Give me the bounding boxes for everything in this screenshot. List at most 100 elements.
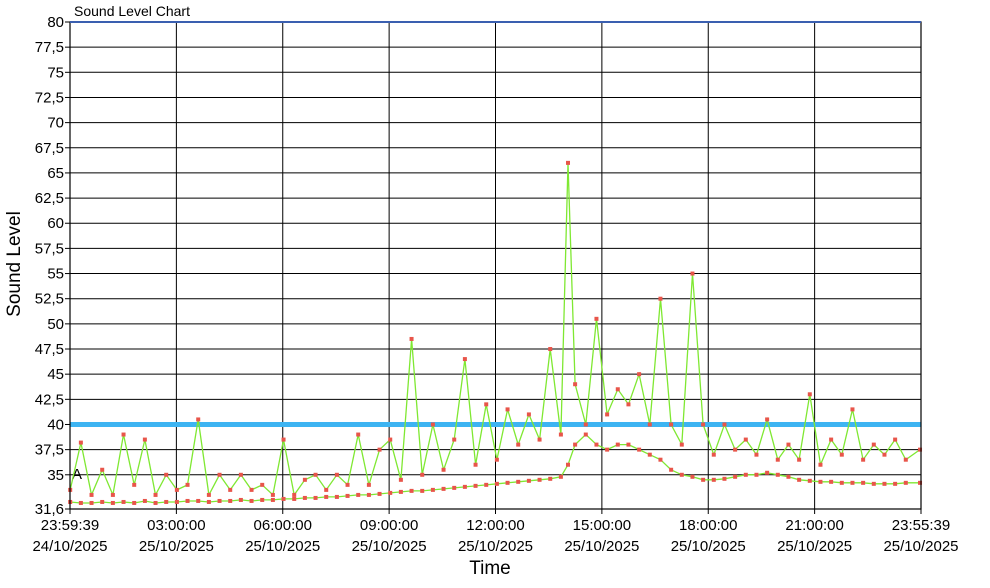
x-tick-time: 12:00:00 <box>466 517 524 534</box>
peak-marker <box>711 452 716 457</box>
level-marker <box>473 483 478 488</box>
level-marker <box>711 477 716 482</box>
x-tick-date: 25/10/2025 <box>352 538 427 555</box>
y-axis-title: Sound Level <box>4 211 25 317</box>
peak-marker <box>452 437 457 442</box>
peak-marker <box>537 437 542 442</box>
x-tick-time: 18:00:00 <box>679 517 737 534</box>
y-tick-label: 45 <box>47 366 64 383</box>
peak-marker <box>377 447 382 452</box>
peak-marker <box>409 336 414 341</box>
peak-marker <box>871 442 876 447</box>
peak-marker <box>324 487 329 492</box>
peak-marker <box>238 472 243 477</box>
y-tick-label: 75 <box>47 64 64 81</box>
peak-marker <box>558 432 563 437</box>
peak-marker <box>605 412 610 417</box>
peak-marker <box>345 482 350 487</box>
level-marker <box>679 472 684 477</box>
peak-marker <box>473 462 478 467</box>
x-axis-title: Time <box>469 558 511 579</box>
level-marker <box>89 500 94 505</box>
peak-marker <box>228 487 233 492</box>
level-marker <box>647 452 652 457</box>
level-marker <box>743 472 748 477</box>
y-tick-label: 31,6 <box>35 501 64 518</box>
y-tick-label: 62,5 <box>35 190 64 207</box>
peak-marker <box>388 437 393 442</box>
peak-marker <box>775 457 780 462</box>
level-marker <box>313 495 318 500</box>
y-tick-label: 37,5 <box>35 442 64 459</box>
peak-marker <box>669 422 674 427</box>
x-tick-time: 21:00:00 <box>785 517 843 534</box>
peak-marker <box>121 432 126 437</box>
level-marker <box>484 482 489 487</box>
x-tick-time: 03:00:00 <box>147 517 205 534</box>
x-tick-date: 25/10/2025 <box>777 538 852 555</box>
level-marker <box>807 478 812 483</box>
level-marker <box>249 498 254 503</box>
peak-marker <box>217 472 222 477</box>
x-tick-date: 25/10/2025 <box>139 538 214 555</box>
y-tick-label: 52,5 <box>35 291 64 308</box>
y-tick-label: 65 <box>47 165 64 182</box>
level-marker <box>302 495 307 500</box>
level-marker <box>637 447 642 452</box>
level-marker <box>658 457 663 462</box>
level-marker <box>494 481 499 486</box>
peak-marker <box>566 160 571 165</box>
y-tick-label: 67,5 <box>35 140 64 157</box>
level-marker <box>505 480 510 485</box>
level-marker <box>420 488 425 493</box>
peak-marker <box>722 422 727 427</box>
peak-marker <box>366 482 371 487</box>
level-marker <box>164 499 169 504</box>
level-marker <box>260 497 265 502</box>
peak-marker <box>89 492 94 497</box>
level-marker <box>452 485 457 490</box>
level-marker <box>153 500 158 505</box>
level-marker <box>185 498 190 503</box>
peak-marker <box>313 472 318 477</box>
peak-marker <box>754 452 759 457</box>
peak-marker <box>110 492 115 497</box>
peak-marker <box>505 407 510 412</box>
peak-marker <box>334 472 339 477</box>
level-marker <box>626 442 631 447</box>
level-marker <box>100 499 105 504</box>
level-marker <box>174 499 179 504</box>
level-marker <box>398 489 403 494</box>
x-tick-time: 23:55:39 <box>892 517 950 534</box>
peak-marker <box>903 457 908 462</box>
peak-marker <box>548 347 553 352</box>
peak-marker <box>420 472 425 477</box>
peak-marker <box>701 422 706 427</box>
peak-marker <box>398 477 403 482</box>
x-tick-date: 25/10/2025 <box>564 538 639 555</box>
level-marker <box>558 474 563 479</box>
peak-marker <box>185 482 190 487</box>
peak-marker <box>743 437 748 442</box>
peak-marker <box>356 432 361 437</box>
level-marker <box>142 498 147 503</box>
level-marker <box>583 432 588 437</box>
peak-marker <box>594 316 599 321</box>
y-tick-label: 42,5 <box>35 391 64 408</box>
level-marker <box>903 480 908 485</box>
level-marker <box>690 474 695 479</box>
level-marker <box>918 480 923 485</box>
y-tick-label: 55 <box>47 266 64 283</box>
level-marker <box>775 472 780 477</box>
level-marker <box>516 479 521 484</box>
peak-marker <box>637 372 642 377</box>
peak-marker <box>100 467 105 472</box>
peak-marker <box>918 447 923 452</box>
level-marker <box>548 476 553 481</box>
level-marker <box>228 498 233 503</box>
peak-marker <box>484 402 489 407</box>
peak-marker <box>786 442 791 447</box>
peak-marker <box>797 457 802 462</box>
peak-marker <box>260 482 265 487</box>
